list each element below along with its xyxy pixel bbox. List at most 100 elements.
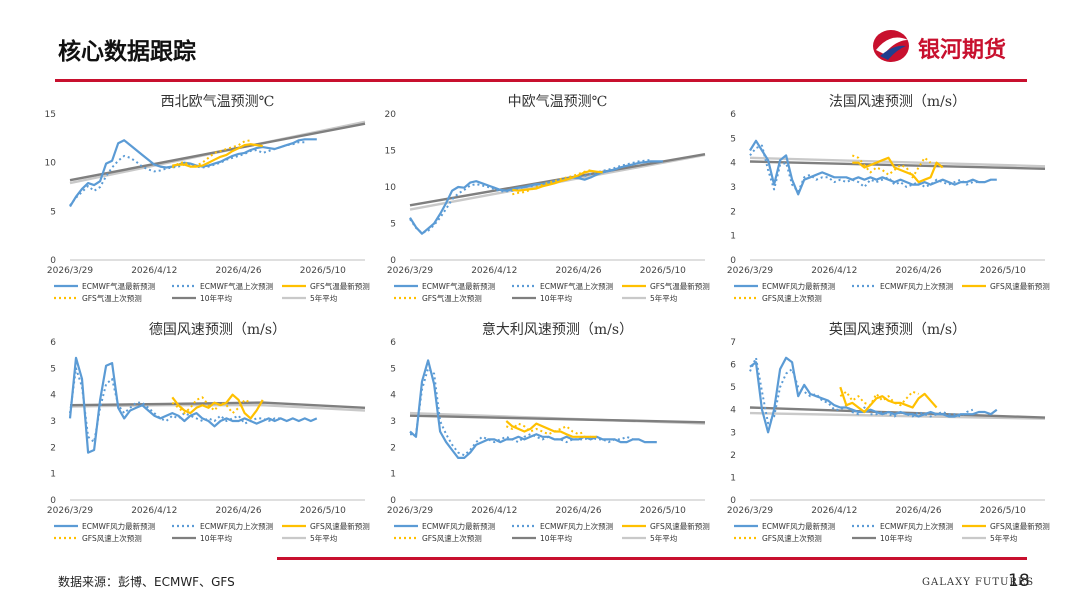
legend-label: 10年平均 bbox=[200, 293, 232, 303]
legend-label: 10年平均 bbox=[540, 293, 572, 303]
chart-nw-europe-temperature: 西北欧气温预测℃ 0 5 10 15 2026/3/29 2026/4/12 2026/4/2… bbox=[45, 94, 370, 303]
chart-title: 德国风速预测（m/s） bbox=[149, 322, 286, 338]
legend-label: GFS风速上次预测 bbox=[82, 533, 142, 543]
chart-france-wind: 法国风速预测（m/s） 0 1 2 3 4 5 6 2026/3/29 2026/4/12 2026… bbox=[727, 94, 1050, 303]
legend-label: GFS气温上次预测 bbox=[422, 293, 482, 303]
y-tick-label: 1 bbox=[390, 470, 396, 480]
x-tick-label: 2026/4/12 bbox=[811, 266, 857, 276]
series-line-avg5 bbox=[749, 156, 1046, 168]
legend-label: ECMWF风力上次预测 bbox=[200, 521, 273, 531]
series-line-avg10 bbox=[749, 160, 1046, 170]
legend-label: ECMWF风力上次预测 bbox=[540, 521, 613, 531]
legend-label: 5年平均 bbox=[990, 533, 1017, 543]
x-tick-label: 2026/5/10 bbox=[980, 266, 1026, 276]
y-tick-label: 6 bbox=[730, 361, 736, 371]
legend-label: ECMWF气温上次预测 bbox=[540, 281, 613, 291]
y-tick-label: 0 bbox=[730, 256, 736, 266]
y-tick-label: 5 bbox=[50, 364, 56, 374]
y-tick-label: 0 bbox=[390, 496, 396, 506]
brand-name: 银河期货 bbox=[918, 38, 1007, 63]
y-tick-label: 0 bbox=[50, 256, 56, 266]
legend-label: 5年平均 bbox=[310, 533, 337, 543]
page-number: 18 bbox=[1008, 571, 1030, 591]
x-tick-label: 2026/4/26 bbox=[895, 506, 941, 516]
series-line-gfs_old bbox=[171, 396, 252, 415]
legend-label: GFS风速最新预测 bbox=[650, 521, 710, 531]
legend-label: GFS风速上次预测 bbox=[422, 533, 482, 543]
y-tick-label: 5 bbox=[50, 207, 56, 217]
series-line-ec_old bbox=[409, 159, 651, 234]
legend-label: GFS气温上次预测 bbox=[82, 293, 142, 303]
series-line-gfs_old bbox=[505, 422, 586, 436]
series-line-ec_old bbox=[69, 141, 305, 207]
legend-label: 10年平均 bbox=[540, 533, 572, 543]
y-tick-label: 3 bbox=[50, 417, 56, 427]
chart-central-europe-temperature: 中欧气温预测℃ 0 5 10 15 20 2026/3/29 2026/4/12 2026/4/… bbox=[385, 94, 710, 303]
series-line-ec_new bbox=[749, 139, 997, 196]
series-line-gfs_new bbox=[512, 169, 603, 192]
legend-label: ECMWF气温最新预测 bbox=[82, 281, 155, 291]
legend-label: ECMWF风力最新预测 bbox=[82, 521, 155, 531]
legend-label: ECMWF风力上次预测 bbox=[880, 521, 953, 531]
y-tick-label: 0 bbox=[50, 496, 56, 506]
y-tick-label: 5 bbox=[390, 364, 396, 374]
legend-label: GFS风速上次预测 bbox=[762, 293, 822, 303]
x-tick-label: 2026/4/12 bbox=[471, 506, 517, 516]
y-tick-label: 2 bbox=[50, 443, 56, 453]
series-line-ec_old bbox=[69, 367, 294, 444]
x-tick-label: 2026/4/12 bbox=[131, 266, 177, 276]
y-tick-label: 5 bbox=[730, 134, 736, 144]
series-line-ec_new bbox=[409, 160, 663, 235]
series-line-ec_old bbox=[410, 367, 634, 457]
x-tick-label: 2026/5/10 bbox=[980, 506, 1026, 516]
chart-uk-wind: 英国风速预测（m/s） 0 1 2 3 4 5 6 7 2026/3/29 2026/4/12 202… bbox=[727, 321, 1050, 543]
data-source: 数据来源：彭博、ECMWF、GFS bbox=[58, 575, 235, 589]
x-tick-label: 2026/5/10 bbox=[300, 506, 346, 516]
y-tick-label: 0 bbox=[730, 496, 736, 506]
x-tick-label: 2026/5/10 bbox=[300, 266, 346, 276]
y-tick-label: 0 bbox=[390, 256, 396, 266]
legend-label: GFS风速上次预测 bbox=[762, 533, 822, 543]
series-line-ec_new bbox=[69, 138, 317, 208]
x-tick-label: 2026/4/26 bbox=[215, 506, 261, 516]
legend-label: GFS风速最新预测 bbox=[990, 521, 1050, 531]
series-line-ec_new bbox=[749, 356, 998, 434]
y-tick-label: 4 bbox=[50, 391, 56, 401]
y-tick-label: 1 bbox=[730, 232, 736, 242]
chart-title: 西北欧气温预测℃ bbox=[161, 94, 275, 110]
y-tick-label: 4 bbox=[730, 406, 736, 416]
x-tick-label: 2026/3/29 bbox=[47, 266, 93, 276]
chart-title: 法国风速预测（m/s） bbox=[829, 94, 966, 110]
brand-logo: 银河期货 bbox=[870, 28, 1040, 64]
x-tick-label: 2026/4/26 bbox=[895, 266, 941, 276]
y-tick-label: 2 bbox=[390, 443, 396, 453]
series-line-gfs_old bbox=[171, 139, 251, 169]
y-tick-label: 5 bbox=[390, 220, 396, 230]
series-line-gfs_new bbox=[852, 156, 944, 184]
x-tick-label: 2026/4/26 bbox=[215, 266, 261, 276]
y-tick-label: 2 bbox=[730, 207, 736, 217]
page-title: 核心数据跟踪 bbox=[58, 39, 196, 65]
legend-label: 10年平均 bbox=[200, 533, 232, 543]
x-tick-label: 2026/5/10 bbox=[640, 266, 686, 276]
x-tick-label: 2026/4/26 bbox=[555, 506, 601, 516]
series-line-avg10 bbox=[69, 122, 366, 182]
y-tick-label: 10 bbox=[385, 183, 397, 193]
y-tick-label: 1 bbox=[50, 470, 56, 480]
y-tick-label: 1 bbox=[730, 473, 736, 483]
y-tick-label: 15 bbox=[45, 110, 56, 120]
y-tick-label: 3 bbox=[730, 183, 736, 193]
y-tick-label: 4 bbox=[730, 159, 736, 169]
chart-title: 英国风速预测（m/s） bbox=[829, 321, 966, 338]
y-tick-label: 10 bbox=[45, 159, 57, 169]
legend-label: ECMWF风力最新预测 bbox=[762, 521, 835, 531]
series-line-ec_new bbox=[409, 359, 657, 459]
series-line-gfs_old bbox=[851, 154, 932, 179]
legend-label: ECMWF风力最新预测 bbox=[762, 281, 835, 291]
legend-label: 10年平均 bbox=[880, 533, 912, 543]
series-line-avg10 bbox=[409, 414, 706, 424]
legend-label: GFS风速最新预测 bbox=[990, 281, 1050, 291]
x-tick-label: 2026/5/10 bbox=[640, 506, 686, 516]
series-line-gfs_new bbox=[505, 420, 597, 438]
x-tick-label: 2026/4/12 bbox=[811, 506, 857, 516]
